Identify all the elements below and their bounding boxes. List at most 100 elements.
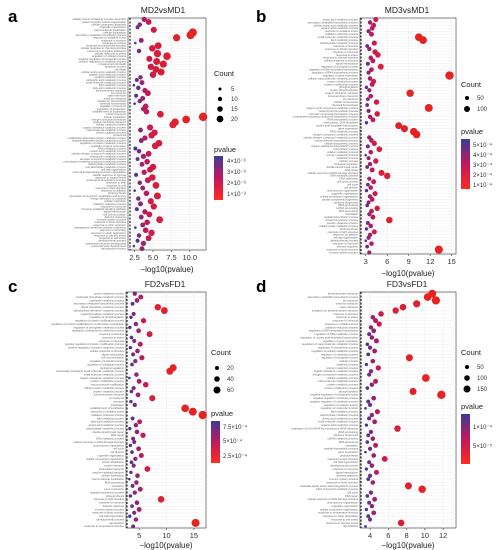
category-label: regulation of protein modification proce… [75,319,125,323]
data-point [377,63,384,70]
data-point [166,367,174,375]
category-label: response to stimulus [333,312,358,316]
data-point [365,144,370,149]
data-point [400,125,408,133]
category-label: RNA biosynthetic process [327,118,358,122]
category-label: cell division [344,186,358,190]
category-label: negative regulation of metabolic process [310,399,359,403]
category-label: response to light stimulus [94,497,125,501]
data-point [372,190,378,197]
category-label: lipid metabolic process [331,410,359,414]
data-point [130,450,134,454]
data-point [364,507,369,512]
category-label: regulation of molecular function [321,406,359,410]
category-label: chemical homeostasis [100,102,127,106]
legend-title: pvalue [214,145,236,154]
data-point [136,196,141,201]
data-point [369,197,375,202]
category-label: gene expression [104,487,124,491]
category-label: intracellular transport [99,467,124,471]
category-label: protein transport [106,112,126,116]
legend-label: 20 [231,117,238,123]
category-label: oxidation-reduction process [91,413,125,417]
category-label: cellular process [339,359,358,363]
category-label: protein modification process [91,379,125,383]
data-point [143,190,150,197]
data-point [148,174,156,181]
legend-size-dot [218,87,222,91]
data-point [412,130,421,139]
category-label: developmental process [98,239,126,243]
category-label: response to oxygen levels [95,175,127,179]
category-label: gene expression [338,127,358,131]
data-point [371,453,377,458]
category-label: macromolecule metabolic process [317,379,358,383]
data-point [366,235,371,240]
category-label: response to oxidative stress [93,36,127,40]
category-label: small molecule metabolic process [86,80,127,84]
category-label: response to hormone [333,467,359,471]
category-label: protein metabolic process [93,389,124,393]
data-point [132,402,137,408]
category-label: regulation of DNA-templated transcriptio… [309,329,359,333]
data-point [364,85,369,90]
category-label: regulation of catalytic activity [324,403,359,407]
data-point [367,473,373,478]
panel-a: a MD2vsMD1 cellular protein-containing c… [8,5,246,274]
data-point [365,165,370,169]
category-label: regulation of metabolic process [321,352,359,356]
category-label: response to salt stress [331,517,359,521]
legend-title: Count [461,80,482,89]
category-label: cellular response to DNA damage stimulus [307,497,358,501]
data-point [128,426,132,431]
category-label: regulation of RNA biosynthetic process [312,70,359,74]
x-axis-label: −log10(pvalue) [139,541,192,550]
data-point [163,52,171,61]
data-point [129,315,133,319]
category-label: response to salt stress [99,236,127,240]
data-point [135,157,140,162]
data-point [367,460,372,465]
category-label: rRNA processing [338,430,359,434]
category-label: cellular amino acid metabolic process [81,70,126,74]
data-point [130,483,135,488]
category-label: cellular response to DNA damage stimulus [73,440,124,444]
data-point [367,517,373,522]
category-label: biological regulation [100,366,124,370]
category-label: cation transport [339,305,358,309]
data-point [373,469,379,475]
legend-label: 40 [227,377,234,383]
data-point [364,362,369,367]
data-point [137,180,143,186]
category-label: interspecies interaction between organis… [74,225,126,229]
category-label: response to oxidative stress [91,410,125,414]
data-point [437,390,446,400]
data-point [128,345,133,350]
data-point [394,425,401,432]
data-point [147,124,154,131]
data-point [366,514,371,519]
x-tick-label: 2.5 [129,253,139,262]
data-point [371,179,377,185]
legend-label: 50 [477,96,484,102]
data-point [367,372,372,377]
category-label: cellular localization [101,474,124,478]
legend-size-dot [214,376,220,382]
category-label: DNA metabolic process [330,174,359,178]
legend-label: 2×10⁻⁴ [473,172,493,179]
data-point [364,467,369,471]
data-point [366,182,370,187]
category-label: oxidation-reduction process [325,32,359,36]
data-point [145,19,152,25]
category-label: cellular component organization [320,194,358,198]
data-point [364,423,369,427]
data-point [130,301,135,306]
category-label: cellular response to chemical stimulus [81,46,127,50]
data-point [135,25,140,30]
category-label: RNA metabolic process [98,146,127,150]
category-label: biological regulation [334,162,358,166]
category-label: nucleic acid metabolic process [90,149,127,153]
category-label: protein transport [104,464,124,468]
category-label: cellular nitrogen compound metabolic pro… [71,152,126,156]
data-point [365,440,370,444]
